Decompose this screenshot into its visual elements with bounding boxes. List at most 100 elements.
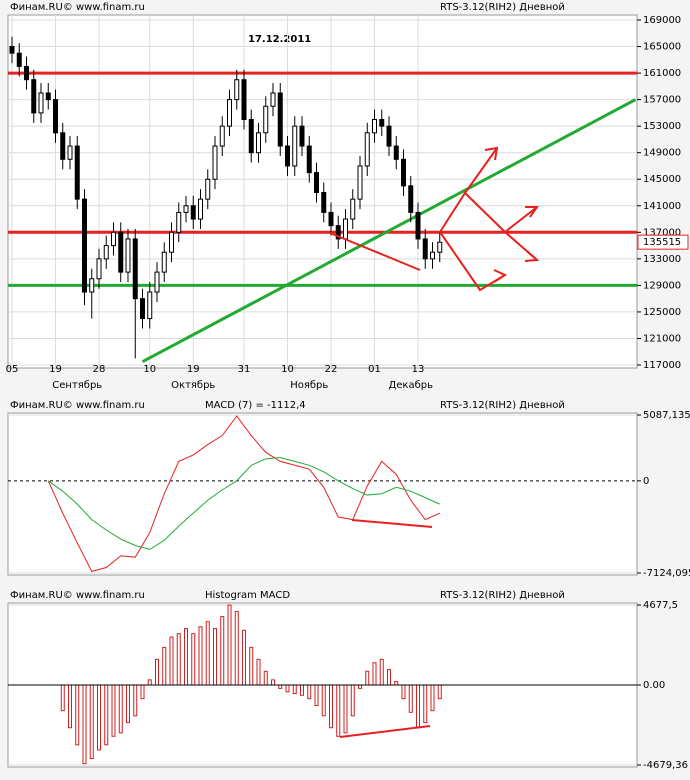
histogram-bar xyxy=(126,684,130,724)
y-tick-label: 0.00 xyxy=(643,680,665,691)
y-tick-label: 153000 xyxy=(643,121,681,132)
histogram-bar xyxy=(118,684,123,734)
x-tick-label: 19 xyxy=(49,364,62,375)
candle-body xyxy=(67,145,73,160)
histogram-bar xyxy=(408,684,413,713)
candle-body xyxy=(270,92,276,107)
candle-body xyxy=(422,238,428,260)
histogram-bar xyxy=(227,604,232,686)
histogram-bar xyxy=(358,684,362,689)
x-tick-label: 22 xyxy=(325,364,338,375)
candle-body xyxy=(372,119,377,134)
histogram-bar xyxy=(147,679,152,686)
candle-body xyxy=(96,258,102,280)
arrow-head xyxy=(525,206,539,218)
histogram-bar xyxy=(162,646,167,686)
candle-body xyxy=(430,251,435,260)
candle-body xyxy=(205,178,211,200)
candle-body xyxy=(292,125,298,167)
y-tick-label: 129000 xyxy=(643,280,681,291)
candle-body xyxy=(379,119,385,127)
histogram-bar xyxy=(292,684,297,695)
histogram-bar xyxy=(97,684,101,751)
y-tick-label: 121000 xyxy=(643,333,681,344)
candle-body xyxy=(314,172,319,194)
histogram-bar xyxy=(220,616,225,686)
y-tick-label: 165000 xyxy=(643,42,681,53)
panel-title: MACD (7) = -1112,4 xyxy=(205,400,306,411)
last-value-box xyxy=(637,234,689,250)
x-tick-label: 31 xyxy=(238,364,251,375)
candle-body xyxy=(328,211,334,227)
candle-body xyxy=(154,271,160,293)
histogram-bar xyxy=(314,684,319,707)
candle-body xyxy=(277,92,283,147)
y-tick-label: 125000 xyxy=(643,307,681,318)
panel-title: Histogram MACD xyxy=(205,590,290,601)
y-tick-label: 5087,135 xyxy=(643,410,690,421)
annotations xyxy=(329,146,540,738)
histogram-bar xyxy=(155,658,159,686)
candle-body xyxy=(82,198,87,293)
forecast-arrow xyxy=(464,147,498,194)
candle-body xyxy=(89,278,95,293)
y-tick-label: 161000 xyxy=(643,68,681,79)
histogram-bar xyxy=(423,684,428,724)
histogram-bar xyxy=(104,684,109,746)
candle-body xyxy=(24,65,29,81)
source: Финам.RU© www.finam.ru xyxy=(10,590,145,601)
candle-body xyxy=(169,231,174,253)
y-tick-label: 117000 xyxy=(643,360,681,371)
forecast-arrow xyxy=(439,191,538,234)
candle-body xyxy=(401,158,406,187)
x-tick-label: 19 xyxy=(187,364,200,375)
x-tick-label: 01 xyxy=(368,364,381,375)
candle-body xyxy=(118,231,124,273)
histogram-bar xyxy=(234,610,239,686)
histogram-bar xyxy=(401,684,406,700)
candle-body xyxy=(125,238,131,273)
candle-body xyxy=(103,245,109,260)
histogram-bar xyxy=(350,684,355,717)
x-tick-label: 13 xyxy=(412,364,425,375)
macd-line xyxy=(47,415,440,572)
candle-body xyxy=(306,145,312,174)
candle-body xyxy=(132,238,138,300)
candle-body xyxy=(147,291,153,320)
y-tick-label: 169000 xyxy=(643,15,681,26)
histogram-bar xyxy=(321,684,326,717)
y-tick-label: 137000 xyxy=(643,227,681,238)
source: Финам.RU© www.finam.ru xyxy=(10,2,145,13)
histogram-bar xyxy=(365,670,370,686)
histogram-bar xyxy=(437,684,442,700)
histogram-bar xyxy=(242,629,246,686)
candle-body xyxy=(212,145,218,180)
macd-plot xyxy=(7,412,638,576)
histogram-bar xyxy=(111,684,116,737)
month-label: Ноябрь xyxy=(290,380,328,391)
candle-body xyxy=(45,92,51,101)
histogram-bar xyxy=(89,684,94,760)
histogram-bar xyxy=(191,633,196,686)
candle-body xyxy=(183,205,189,213)
candle-body xyxy=(219,125,225,147)
histogram-bar xyxy=(133,684,138,717)
candle-body xyxy=(16,52,22,67)
arrow-head xyxy=(493,269,508,283)
candle-body xyxy=(256,132,261,154)
source: Финам.RU© www.finam.ru xyxy=(10,400,145,411)
divergence-line xyxy=(329,232,421,271)
candle-body xyxy=(9,46,15,54)
histogram-bar xyxy=(68,684,72,729)
histogram-bar xyxy=(82,684,87,765)
candle-body xyxy=(350,198,356,220)
y-tick-label: 0 xyxy=(643,476,649,487)
histogram-bar xyxy=(394,681,399,686)
month-label: Октябрь xyxy=(171,380,215,391)
candle-body xyxy=(357,165,363,200)
candle-body xyxy=(335,225,341,240)
candle-body xyxy=(364,132,370,167)
histogram-bar xyxy=(329,684,333,729)
histogram-bar xyxy=(343,684,348,734)
candle-body xyxy=(234,79,240,101)
